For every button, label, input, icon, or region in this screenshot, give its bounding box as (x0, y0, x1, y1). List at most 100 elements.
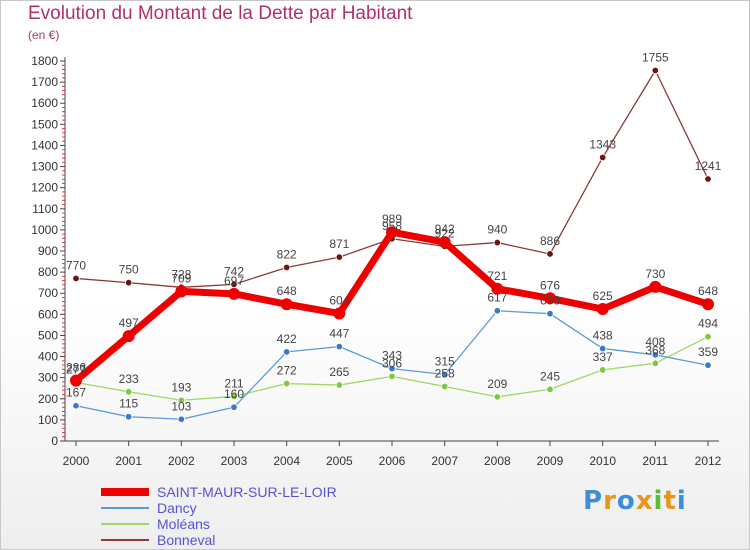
data-label: 730 (645, 267, 665, 281)
data-point (651, 351, 660, 359)
data-label: 497 (119, 316, 139, 330)
logo-letter: i (653, 486, 664, 516)
data-label: 648 (698, 284, 718, 298)
data-point (72, 402, 80, 410)
data-point (70, 374, 82, 387)
data-point (335, 342, 344, 351)
data-label: 617 (487, 291, 507, 305)
logo-letter: P (583, 486, 604, 516)
data-point (230, 280, 238, 289)
data-point (388, 372, 396, 381)
data-label: 103 (171, 399, 191, 413)
data-point (704, 361, 712, 369)
y-tick-label: 1100 (32, 202, 58, 216)
data-point (333, 307, 346, 320)
legend-swatch (101, 507, 149, 509)
data-point (72, 274, 80, 283)
series-dancy (72, 307, 712, 423)
x-tick-label: 2001 (115, 454, 142, 468)
data-point (544, 292, 556, 305)
x-tick-label: 2004 (273, 454, 300, 468)
x-tick-label: 2000 (63, 454, 90, 468)
y-tick-label: 1500 (31, 117, 58, 131)
data-point (124, 278, 133, 287)
data-point (230, 403, 238, 411)
data-label: 245 (540, 369, 560, 383)
data-label: 265 (329, 365, 349, 379)
data-label: 315 (435, 355, 455, 369)
data-point (598, 366, 607, 374)
y-tick-label: 600 (38, 307, 58, 321)
data-label: 286 (66, 361, 86, 375)
y-tick-label: 1600 (31, 96, 58, 110)
data-label: 167 (66, 386, 86, 400)
x-tick-label: 2003 (221, 454, 248, 468)
data-label: 942 (435, 222, 455, 236)
data-point (704, 333, 712, 341)
logo-letter: i (676, 486, 687, 516)
data-label: 258 (435, 367, 455, 381)
data-point (335, 253, 344, 261)
data-label: 209 (487, 377, 507, 391)
data-point (228, 287, 240, 300)
legend-swatch (101, 523, 149, 525)
data-point (440, 382, 449, 391)
data-point (386, 226, 398, 239)
data-label: 742 (224, 264, 244, 278)
data-point (230, 392, 238, 401)
data-label: 697 (224, 274, 244, 288)
series-saint-maur-sur-le-loir (70, 226, 714, 387)
data-label: 728 (171, 267, 191, 281)
legend-item: Bonneval (101, 532, 321, 548)
data-point (122, 330, 135, 343)
data-point (598, 153, 607, 162)
y-tick-label: 700 (38, 286, 58, 300)
y-tick-label: 1200 (31, 181, 58, 195)
data-label: 625 (593, 289, 613, 303)
data-point (282, 379, 291, 388)
x-tick-label: 2002 (168, 454, 195, 468)
data-point (280, 298, 293, 311)
legend-label: Dancy (157, 500, 197, 516)
data-label: 422 (277, 332, 297, 346)
data-label: 337 (593, 350, 613, 364)
chart-subtitle: (en €) (28, 28, 60, 42)
data-label: 447 (329, 327, 349, 341)
data-label: 272 (277, 364, 297, 378)
data-point (440, 370, 449, 379)
logo-letter: o (616, 486, 636, 516)
data-point (546, 310, 554, 318)
data-point (493, 238, 502, 247)
data-point (649, 280, 662, 293)
y-tick-label: 200 (38, 392, 58, 406)
data-label: 306 (382, 356, 402, 370)
chart-title: Evolution du Montant de la Dette par Hab… (28, 3, 413, 24)
y-tick-label: 1700 (31, 75, 58, 89)
proxiti-logo: Proxiti (583, 486, 687, 516)
x-tick-label: 2012 (695, 454, 722, 468)
legend-label: Bonneval (157, 532, 216, 548)
data-label: 1755 (642, 51, 669, 65)
data-point (335, 381, 344, 389)
data-point (702, 298, 714, 311)
data-label: 494 (698, 317, 718, 331)
data-label: 871 (329, 237, 349, 251)
data-label: 940 (487, 223, 507, 237)
data-point (704, 175, 712, 183)
data-label: 408 (645, 335, 665, 349)
legend-item: Dancy (101, 500, 321, 516)
series-bonneval (72, 66, 712, 292)
x-tick-label: 2010 (589, 454, 616, 468)
data-label: 1241 (695, 159, 722, 173)
data-point (596, 303, 609, 316)
data-label: 886 (540, 234, 560, 248)
data-label: 822 (277, 247, 297, 261)
data-point (546, 250, 554, 258)
data-label: 648 (277, 284, 297, 298)
y-tick-label: 500 (38, 328, 58, 342)
data-point (491, 282, 504, 295)
data-label: 603 (540, 294, 560, 308)
legend-swatch (101, 539, 149, 541)
data-label: 115 (119, 397, 138, 411)
